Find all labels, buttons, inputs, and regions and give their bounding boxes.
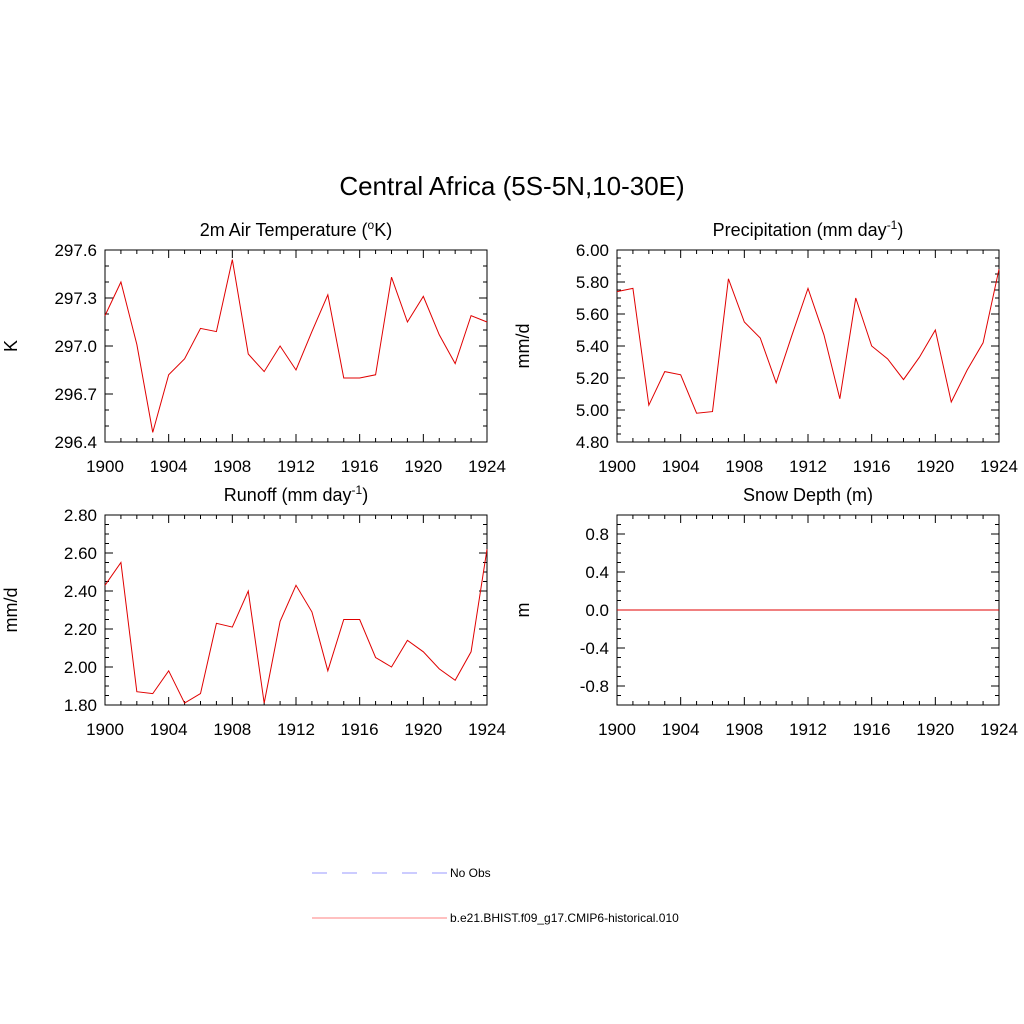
- y-tick-label: 2.40: [64, 582, 97, 601]
- y-tick-label: 4.80: [576, 433, 609, 452]
- plot-frame: [104, 249, 488, 443]
- plot-frame: [616, 249, 1000, 443]
- panel-title: Runoff (mm day-1): [224, 483, 368, 505]
- y-tick-label: 6.00: [576, 241, 609, 260]
- y-tick-label: 5.40: [576, 337, 609, 356]
- y-tick-label: 0.4: [585, 563, 609, 582]
- x-tick-label: 1904: [662, 720, 700, 739]
- y-axis-label: K: [1, 340, 21, 352]
- x-tick-label: 1908: [725, 457, 763, 476]
- y-tick-label: 296.4: [54, 433, 97, 452]
- x-tick-label: 1900: [598, 457, 636, 476]
- x-tick-label: 1916: [341, 720, 379, 739]
- y-axis-label: m: [513, 603, 533, 618]
- y-tick-label: 2.00: [64, 658, 97, 677]
- panel-title: Snow Depth (m): [743, 485, 873, 505]
- legend-label: No Obs: [450, 866, 491, 880]
- x-tick-label: 1912: [277, 720, 315, 739]
- y-tick-label: 5.00: [576, 401, 609, 420]
- x-tick-label: 1900: [86, 457, 124, 476]
- series-line: [616, 269, 1000, 414]
- legend-entry: b.e21.BHIST.f09_g17.CMIP6-historical.010: [312, 911, 679, 925]
- x-tick-label: 1916: [853, 720, 891, 739]
- x-tick-label: 1908: [213, 457, 251, 476]
- y-tick-label: -0.4: [580, 639, 609, 658]
- panel-title: Precipitation (mm day-1): [713, 218, 904, 240]
- plot-frame: [104, 514, 488, 706]
- x-tick-label: 1924: [468, 457, 506, 476]
- x-tick-label: 1904: [662, 457, 700, 476]
- x-tick-label: 1904: [150, 457, 188, 476]
- x-tick-label: 1912: [789, 720, 827, 739]
- x-tick-label: 1924: [980, 720, 1018, 739]
- y-tick-label: 5.20: [576, 369, 609, 388]
- y-tick-label: 5.60: [576, 305, 609, 324]
- y-tick-label: 297.3: [54, 289, 97, 308]
- y-tick-label: 2.80: [64, 506, 97, 525]
- chart-panel-2: 1900 1904 1908 1912 1916 1920 1924 4.80 5.00 5.20…: [513, 218, 1018, 476]
- y-tick-label: 2.20: [64, 620, 97, 639]
- y-tick-label: 2.60: [64, 544, 97, 563]
- x-tick-label: 1912: [789, 457, 827, 476]
- x-tick-label: 1920: [916, 457, 954, 476]
- chart-panel-3: 1900 1904 1908 1912 1916 1920 1924 1.80 2.00 2.20…: [1, 483, 506, 739]
- legend-label: b.e21.BHIST.f09_g17.CMIP6-historical.010: [450, 911, 679, 925]
- y-tick-label: 5.80: [576, 273, 609, 292]
- y-tick-label: 0.8: [585, 525, 609, 544]
- x-tick-label: 1912: [277, 457, 315, 476]
- x-tick-label: 1904: [150, 720, 188, 739]
- x-tick-label: 1924: [980, 457, 1018, 476]
- y-axis-label: mm/d: [1, 588, 21, 633]
- page-title: Central Africa (5S-5N,10-30E): [339, 171, 684, 201]
- series-line: [104, 549, 488, 704]
- panel-title: 2m Air Temperature (oK): [200, 218, 392, 240]
- y-tick-label: 297.6: [54, 241, 97, 260]
- x-tick-label: 1920: [404, 457, 442, 476]
- x-tick-label: 1920: [916, 720, 954, 739]
- x-tick-label: 1916: [341, 457, 379, 476]
- x-tick-label: 1900: [86, 720, 124, 739]
- y-tick-label: 297.0: [54, 337, 97, 356]
- y-tick-label: 1.80: [64, 696, 97, 715]
- legend-entry: No Obs: [312, 866, 491, 880]
- x-tick-label: 1920: [404, 720, 442, 739]
- series-line: [104, 259, 488, 433]
- chart-panel-4: 1900 1904 1908 1912 1916 1920 1924 -0.8 -0.4 0.0 0…: [513, 485, 1018, 739]
- x-tick-label: 1900: [598, 720, 636, 739]
- y-axis-label: mm/d: [513, 324, 533, 369]
- chart-panels: 1900 1904 1908 1912 1916 1920 1924 296.4 296.7 29…: [1, 218, 1018, 739]
- x-tick-label: 1908: [725, 720, 763, 739]
- x-tick-label: 1908: [213, 720, 251, 739]
- y-tick-label: 296.7: [54, 385, 97, 404]
- x-tick-label: 1916: [853, 457, 891, 476]
- chart-panel-1: 1900 1904 1908 1912 1916 1920 1924 296.4 296.7 29…: [1, 218, 506, 476]
- y-tick-label: 0.0: [585, 601, 609, 620]
- legend: No Obs b.e21.BHIST.f09_g17.CMIP6-historic…: [312, 866, 679, 925]
- x-tick-label: 1924: [468, 720, 506, 739]
- y-tick-label: -0.8: [580, 677, 609, 696]
